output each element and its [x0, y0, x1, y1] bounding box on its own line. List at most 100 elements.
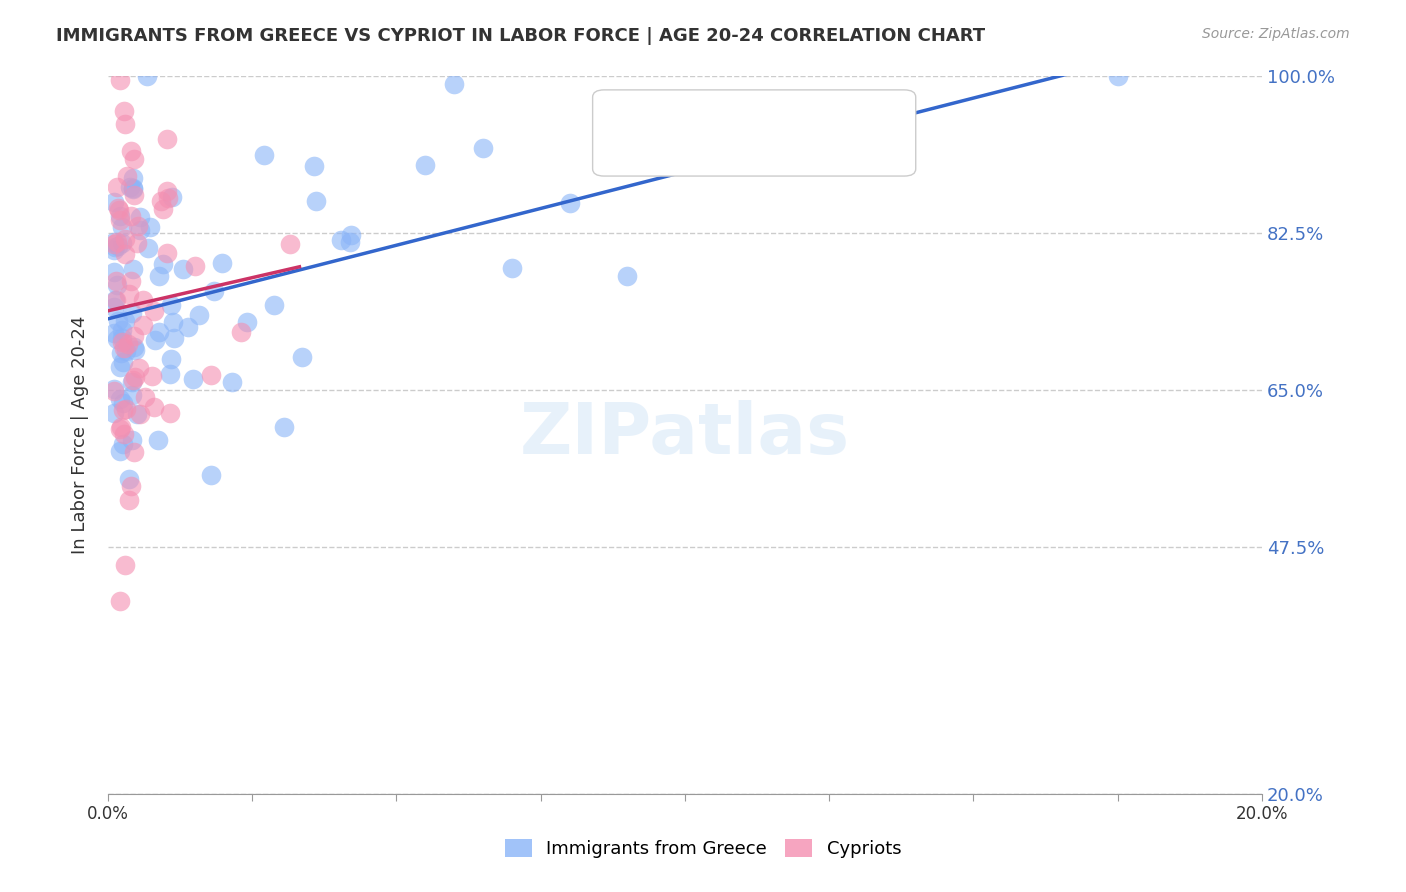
- Point: [108, 213, 131, 227]
- Point: [108, 422, 131, 436]
- Point: [111, 402, 134, 417]
- Point: [280, 237, 302, 252]
- Point: [139, 219, 162, 234]
- Point: [111, 335, 134, 350]
- Point: [121, 306, 143, 320]
- Point: [105, 235, 128, 249]
- Point: [125, 235, 148, 250]
- Point: [103, 301, 125, 315]
- Point: [125, 408, 148, 422]
- Point: [302, 159, 325, 173]
- Point: [114, 246, 136, 260]
- Point: [111, 436, 134, 450]
- Point: [160, 298, 183, 312]
- Point: [181, 371, 204, 385]
- Point: [105, 332, 128, 346]
- Point: [114, 558, 136, 572]
- Point: [156, 245, 179, 260]
- Point: [152, 202, 174, 216]
- Legend: Immigrants from Greece, Cypriots: Immigrants from Greece, Cypriots: [498, 831, 908, 865]
- Point: [291, 350, 314, 364]
- Point: [184, 259, 207, 273]
- Point: [413, 158, 436, 172]
- Point: [107, 239, 129, 253]
- Point: [200, 468, 222, 483]
- Point: [160, 352, 183, 367]
- Point: [117, 337, 139, 351]
- Point: [112, 103, 135, 118]
- Point: [121, 181, 143, 195]
- Point: [120, 179, 142, 194]
- Point: [330, 233, 353, 247]
- Point: [141, 368, 163, 383]
- Point: [150, 194, 173, 209]
- Point: [112, 341, 135, 355]
- Point: [115, 344, 138, 359]
- Point: [111, 322, 134, 336]
- Point: [136, 241, 159, 255]
- Point: [112, 355, 135, 369]
- Point: [157, 191, 180, 205]
- Point: [110, 346, 132, 360]
- Point: [120, 210, 142, 224]
- Point: [143, 401, 166, 415]
- Point: [103, 235, 125, 249]
- Point: [443, 77, 465, 91]
- Point: [253, 148, 276, 162]
- Point: [104, 240, 127, 254]
- Text: Source: ZipAtlas.com: Source: ZipAtlas.com: [1202, 27, 1350, 41]
- Point: [172, 262, 194, 277]
- Point: [472, 140, 495, 154]
- Point: [103, 382, 125, 396]
- Point: [128, 210, 150, 224]
- Point: [103, 406, 125, 420]
- Point: [122, 329, 145, 343]
- Point: [110, 419, 132, 434]
- Point: [114, 232, 136, 246]
- Point: [122, 445, 145, 459]
- Point: [132, 318, 155, 333]
- Point: [103, 195, 125, 210]
- Point: [273, 420, 295, 434]
- Point: [108, 73, 131, 87]
- Point: [110, 359, 132, 374]
- Point: [134, 390, 156, 404]
- Point: [132, 293, 155, 308]
- Point: [204, 285, 226, 299]
- Point: [114, 117, 136, 131]
- Point: [122, 262, 145, 277]
- Point: [104, 274, 127, 288]
- Point: [118, 473, 141, 487]
- Point: [105, 278, 128, 293]
- Point: [121, 388, 143, 402]
- Point: [148, 268, 170, 283]
- Point: [558, 196, 581, 211]
- Point: [160, 190, 183, 204]
- Point: [231, 325, 253, 339]
- Point: [177, 320, 200, 334]
- Point: [127, 219, 149, 234]
- Point: [143, 333, 166, 347]
- Point: [107, 314, 129, 328]
- Point: [501, 260, 523, 275]
- Point: [112, 396, 135, 410]
- Point: [221, 375, 243, 389]
- Point: [129, 407, 152, 421]
- Point: [305, 194, 328, 209]
- Point: [108, 593, 131, 607]
- Point: [121, 433, 143, 447]
- Point: [104, 293, 127, 307]
- Point: [124, 370, 146, 384]
- Legend: R = 0.490   N = 82, R = 0.436   N = 58: R = 0.490 N = 82, R = 0.436 N = 58: [637, 106, 872, 174]
- Point: [111, 236, 134, 251]
- Point: [162, 331, 184, 345]
- Point: [122, 340, 145, 354]
- Point: [111, 220, 134, 235]
- Point: [121, 375, 143, 389]
- Point: [616, 268, 638, 283]
- Y-axis label: In Labor Force | Age 20-24: In Labor Force | Age 20-24: [72, 316, 89, 554]
- Point: [188, 308, 211, 322]
- Point: [103, 264, 125, 278]
- Point: [103, 326, 125, 340]
- Point: [159, 368, 181, 382]
